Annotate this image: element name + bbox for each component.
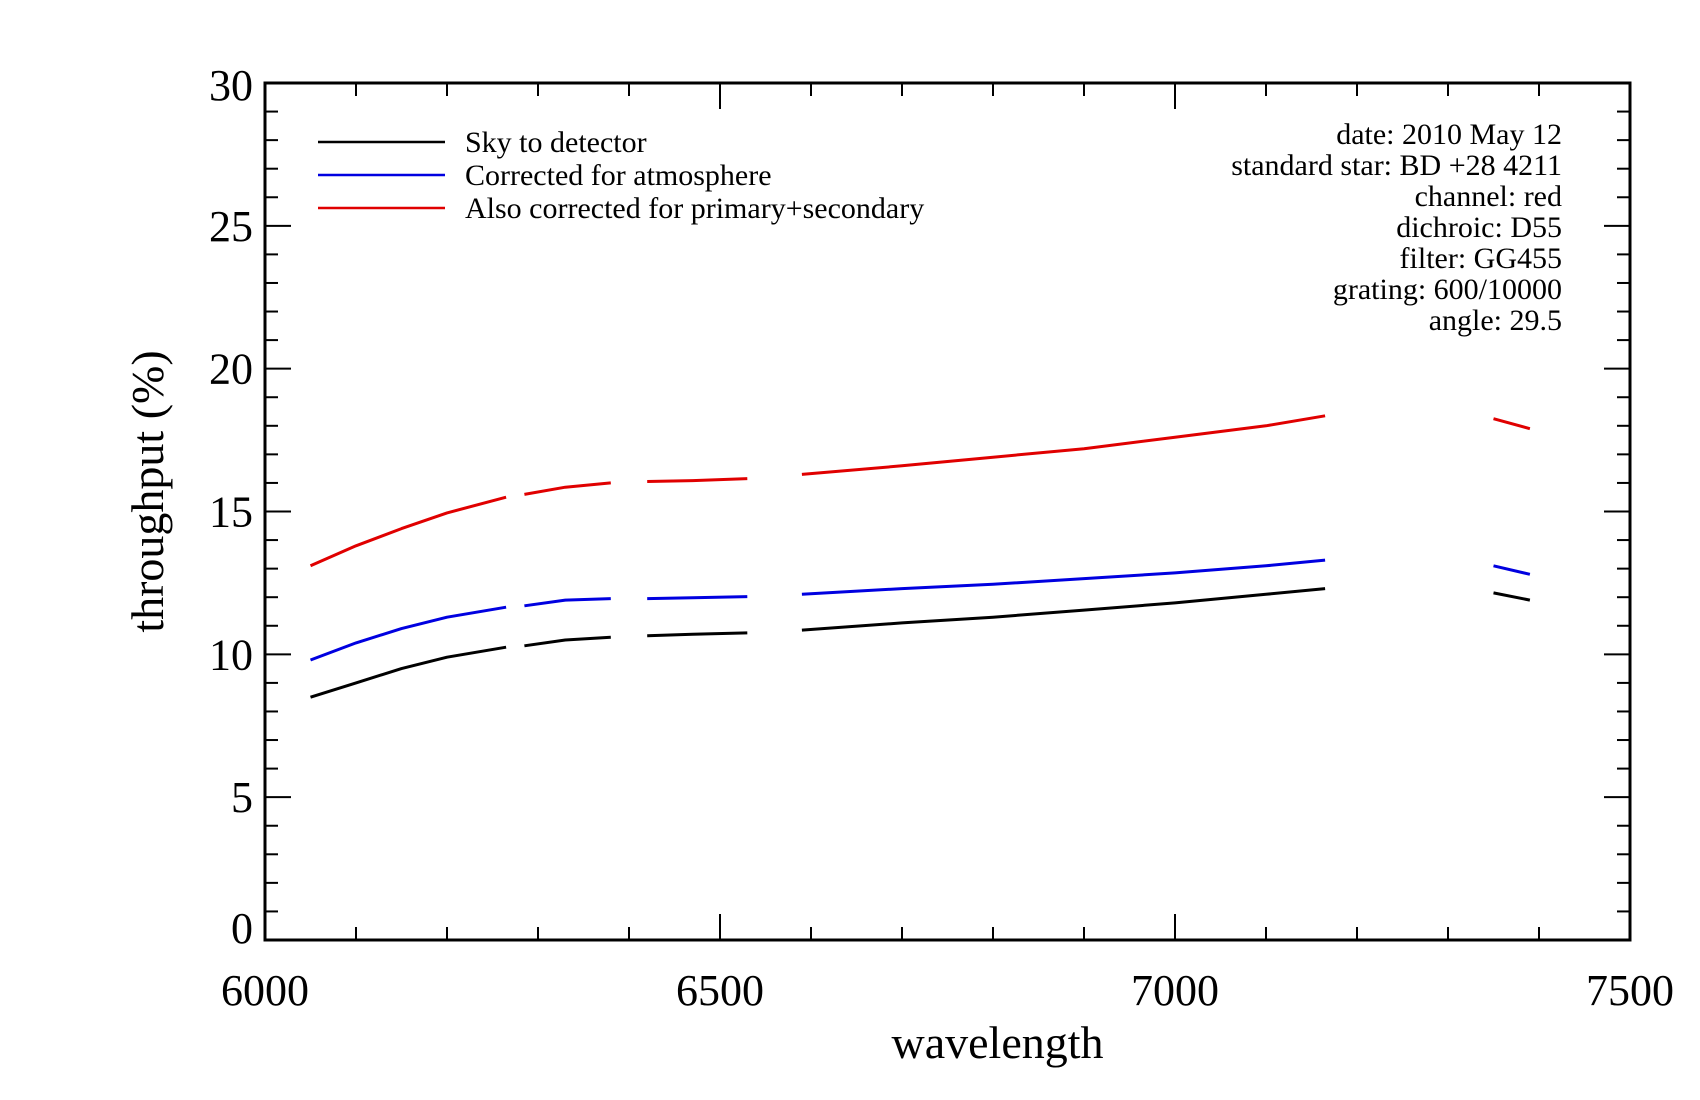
y-tick-label: 15 bbox=[209, 488, 253, 537]
axis-ticks: 6000 6500 7000 7500 0 5 10 15 20 25 30 bbox=[209, 61, 1674, 1015]
y-tick-label: 5 bbox=[231, 773, 253, 822]
info-line: channel: red bbox=[1415, 180, 1562, 213]
legend-label: Corrected for atmosphere bbox=[465, 159, 772, 192]
x-tick-label: 6500 bbox=[676, 966, 764, 1015]
x-tick-label: 6000 bbox=[221, 966, 309, 1015]
series-line-segment bbox=[1493, 564, 1531, 576]
y-tick-label: 20 bbox=[209, 345, 253, 394]
legend-label: Also corrected for primary+secondary bbox=[465, 192, 924, 225]
series-line-segment bbox=[309, 495, 507, 568]
series-line-segment bbox=[310, 645, 507, 699]
info-line: dichroic: D55 bbox=[1396, 211, 1562, 244]
series-1 bbox=[310, 587, 1531, 699]
series-line-segment bbox=[647, 631, 748, 638]
series-line-segment bbox=[647, 477, 748, 483]
legend-label: Sky to detector bbox=[465, 126, 647, 159]
info-line: grating: 600/10000 bbox=[1333, 273, 1562, 306]
y-tick-label: 0 bbox=[231, 904, 253, 953]
x-tick-label: 7000 bbox=[1131, 966, 1219, 1015]
y-axis-title: throughput (%) bbox=[122, 350, 173, 632]
series-3 bbox=[309, 414, 1531, 568]
info-line: date: 2010 May 12 bbox=[1336, 118, 1562, 151]
series-line-segment bbox=[309, 605, 507, 662]
series-line-segment bbox=[524, 635, 611, 648]
x-axis-title: wavelength bbox=[891, 1017, 1103, 1068]
series-line-segment bbox=[1493, 591, 1531, 602]
info-line: standard star: BD +28 4211 bbox=[1231, 149, 1562, 182]
series-line-segment bbox=[647, 595, 748, 601]
series-line-segment bbox=[801, 558, 1326, 596]
info-line: angle: 29.5 bbox=[1429, 304, 1562, 337]
info-line: filter: GG455 bbox=[1400, 242, 1562, 275]
x-tick-label: 7500 bbox=[1586, 966, 1674, 1015]
series-lines bbox=[309, 414, 1531, 699]
series-2 bbox=[309, 558, 1531, 662]
series-line-segment bbox=[801, 414, 1326, 476]
series-line-segment bbox=[1493, 417, 1531, 431]
series-line-segment bbox=[801, 587, 1326, 632]
series-line-segment bbox=[524, 481, 611, 496]
y-tick-label: 25 bbox=[209, 202, 253, 251]
y-tick-label: 30 bbox=[209, 61, 253, 110]
y-tick-label: 10 bbox=[209, 630, 253, 679]
series-line-segment bbox=[524, 597, 611, 608]
